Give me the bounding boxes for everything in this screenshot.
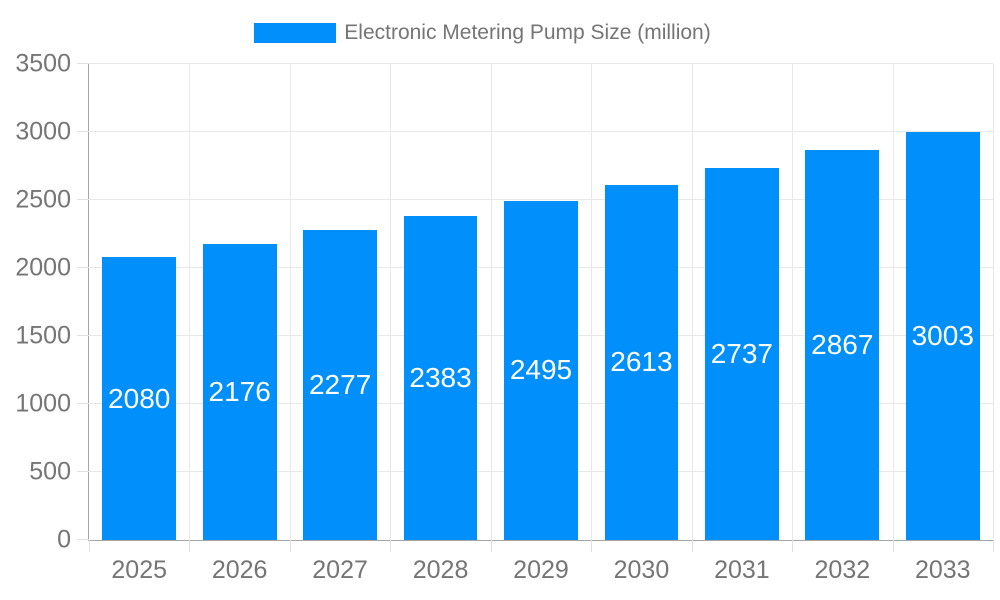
x-axis-label: 2027 [312, 556, 368, 584]
x-axis-tick [289, 540, 291, 552]
x-gridline [390, 64, 392, 540]
bar-value-label: 2737 [710, 337, 774, 369]
y-axis-label: 3500 [15, 49, 71, 78]
y-axis-label: 500 [29, 457, 71, 486]
bar-value-label: 2383 [409, 361, 472, 393]
x-axis-label: 2025 [111, 556, 168, 584]
bar-value-label: 2277 [308, 369, 372, 401]
y-axis-label: 2500 [15, 185, 71, 214]
plot-area: 0 500 1000 1500 2000 2500 3000 3500 2080 2176 2277… [15, 51, 994, 583]
bar-value-label: 3003 [911, 319, 974, 351]
y-axis-label: 1000 [15, 389, 71, 418]
x-gridline [892, 64, 894, 540]
bar-value-label: 2867 [811, 329, 874, 361]
bar[interactable]: 2867 [805, 150, 880, 540]
x-gridline [591, 64, 593, 540]
x-gridline [490, 64, 492, 540]
x-axis-label: 2029 [513, 556, 569, 584]
y-gridline [89, 199, 993, 200]
x-axis-label: 2031 [714, 556, 770, 584]
x-gridline [189, 64, 191, 540]
y-axis-tick [77, 199, 89, 200]
bar[interactable]: 2613 [604, 184, 679, 540]
bar-value-label: 2495 [509, 354, 573, 386]
x-axis-tick [892, 540, 894, 552]
x-axis-label: 2026 [211, 556, 268, 584]
x-axis-tick [691, 540, 693, 552]
x-axis-tick [490, 540, 492, 552]
x-axis-tick [792, 540, 794, 552]
y-axis-tick [77, 267, 89, 268]
x-axis-tick [993, 540, 994, 552]
bar[interactable]: 2495 [504, 200, 578, 540]
x-gridline [691, 64, 693, 540]
bar-value-label: 2613 [610, 346, 673, 378]
legend-label: Electronic Metering Pump Size (million) [344, 21, 711, 44]
y-gridline [89, 63, 993, 64]
y-axis-tick [77, 63, 89, 64]
x-axis-tick [189, 540, 191, 552]
bar[interactable]: 2080 [102, 257, 177, 540]
x-axis-tick [390, 540, 392, 552]
x-axis-label: 2033 [914, 556, 971, 584]
x-gridline [993, 64, 994, 540]
y-axis-tick [77, 403, 89, 404]
x-axis-tick [591, 540, 593, 552]
y-axis-label: 1500 [15, 321, 71, 350]
y-gridline [89, 131, 993, 132]
y-axis-tick [77, 471, 89, 472]
bar[interactable]: 2737 [704, 167, 779, 540]
bar[interactable]: 2383 [403, 215, 478, 540]
bar-value-label: 2176 [208, 376, 271, 408]
bar[interactable]: 3003 [905, 131, 980, 540]
x-gridline [792, 64, 794, 540]
legend-item[interactable]: Electronic Metering Pump Size (million) [0, 21, 1000, 45]
y-axis-tick [77, 539, 89, 540]
x-axis-label: 2030 [613, 556, 670, 584]
y-axis-label: 0 [57, 525, 71, 554]
y-axis-label: 2000 [15, 253, 71, 282]
y-axis-tick [77, 335, 89, 336]
legend-swatch-icon [254, 23, 337, 43]
bar[interactable]: 2176 [202, 244, 277, 540]
bar[interactable]: 2277 [303, 230, 377, 540]
x-axis-tick [89, 540, 90, 552]
x-gridline [289, 64, 291, 540]
x-axis-label: 2032 [814, 556, 871, 584]
y-axis-tick [77, 131, 89, 132]
x-axis-label: 2028 [412, 556, 469, 584]
bar-value-label: 2080 [108, 382, 171, 414]
y-axis-label: 3000 [15, 117, 71, 146]
